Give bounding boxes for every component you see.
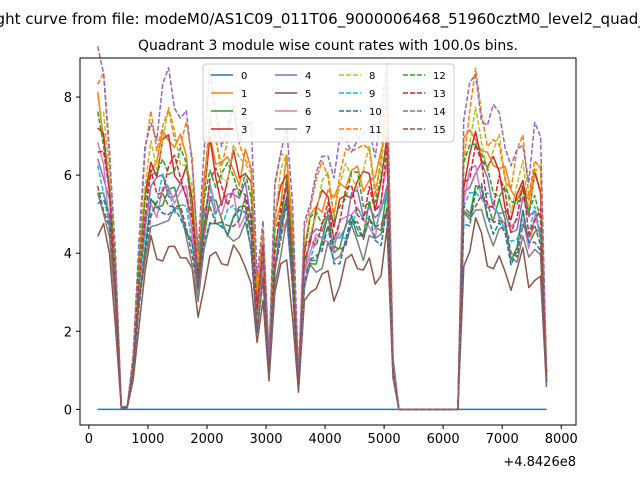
legend-label-2: 2 [241, 107, 247, 118]
series-line-10 [97, 182, 548, 411]
legend-box [202, 63, 455, 143]
series-line-5 [97, 216, 548, 411]
series-line-13 [97, 143, 548, 411]
legend-label-1: 1 [241, 89, 247, 100]
legend-label-12: 12 [433, 71, 446, 82]
legend-label-5: 5 [305, 89, 311, 100]
x-axis: 0 1000 2000 3000 4000 5000 6000 7000 8000 [85, 425, 578, 447]
series-line-11 [97, 67, 548, 411]
y-tick-label: 8 [64, 91, 72, 106]
legend-label-14: 14 [433, 107, 446, 118]
plot-frame [79, 57, 577, 426]
y-tick-label: 6 [64, 169, 72, 184]
legend-label-3: 3 [241, 125, 247, 136]
legend-label-9: 9 [369, 89, 375, 100]
series-line-15 [96, 185, 548, 411]
legend-label-13: 13 [433, 89, 446, 100]
x-tick-label: 3000 [249, 432, 282, 447]
x-offset-label: +4.8426e8 [503, 455, 576, 470]
legend-label-11: 11 [369, 125, 382, 136]
x-tick-label: 5000 [368, 432, 401, 447]
legend-label-0: 0 [241, 71, 247, 82]
x-tick-label: 1000 [131, 432, 164, 447]
series-line-2 [97, 184, 548, 411]
chart-title: Quadrant 3 module wise count rates with … [138, 38, 518, 54]
series-line-8 [97, 105, 548, 411]
y-tick-label: 4 [64, 247, 72, 262]
legend-label-4: 4 [305, 71, 311, 82]
y-tick-label: 0 [64, 403, 72, 418]
legend-label-8: 8 [369, 71, 375, 82]
legend-label-6: 6 [305, 107, 311, 118]
x-tick-label: 2000 [190, 432, 223, 447]
x-tick-label: 4000 [309, 432, 342, 447]
legend-label-10: 10 [369, 107, 382, 118]
x-tick-label: 6000 [427, 432, 460, 447]
y-tick-label: 2 [64, 325, 72, 340]
series-line-3 [97, 127, 548, 411]
x-tick-label: 8000 [545, 432, 578, 447]
legend-label-7: 7 [305, 125, 311, 136]
chart-suptitle: Plotting light curve from file: modeM0/A… [0, 10, 640, 29]
legend-label-15: 15 [433, 125, 446, 136]
plot-area [96, 46, 548, 411]
series-line-14 [96, 46, 548, 411]
series-line-9 [96, 165, 548, 411]
x-tick-label: 0 [85, 432, 93, 447]
series-line-12 [96, 111, 548, 411]
y-axis: 0 2 4 6 8 [64, 91, 80, 418]
x-tick-label: 7000 [486, 432, 519, 447]
